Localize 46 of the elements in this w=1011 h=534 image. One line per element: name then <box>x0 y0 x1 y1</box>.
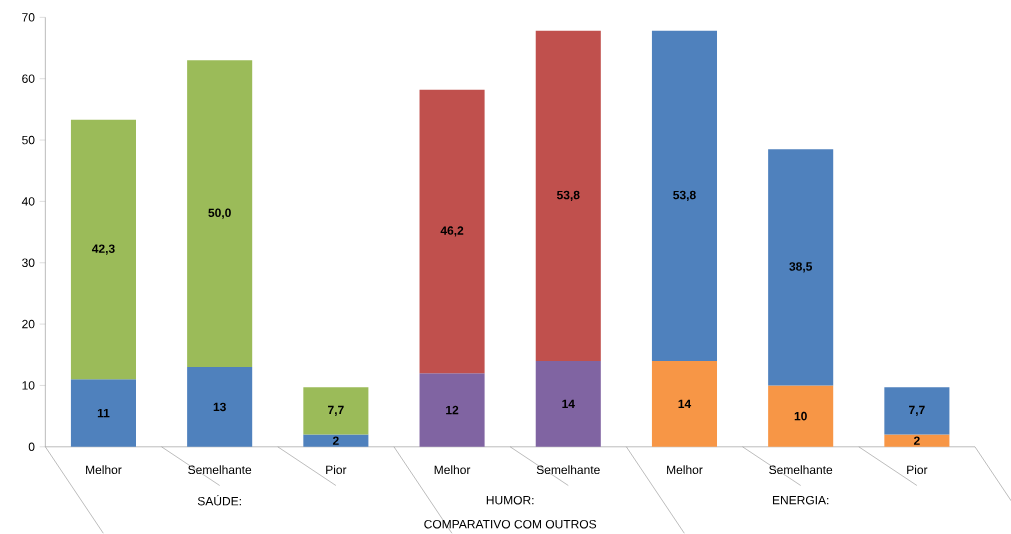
x-tick-label: Melhor <box>434 465 471 475</box>
data-label: 53,8 <box>556 191 580 202</box>
text: SAÚDE: <box>197 495 241 506</box>
bar <box>884 434 950 448</box>
y-tick-label: 10 <box>22 381 35 390</box>
y-tick-label: 40 <box>21 197 35 206</box>
data-label: 50,0 <box>208 208 231 220</box>
bar <box>651 361 718 448</box>
y-tick-label: 30 <box>22 258 35 268</box>
data-label: 53,8 <box>673 191 696 202</box>
x-tick-label: Semelhante <box>188 465 252 475</box>
bar <box>535 31 601 362</box>
x-tick-label: Pior <box>326 465 347 475</box>
x-tick-label: Semelhante <box>769 465 833 475</box>
data-label: 11 <box>97 409 110 418</box>
bar <box>70 120 136 380</box>
data-label: 13 <box>213 402 226 412</box>
bar <box>535 361 601 448</box>
data-label: 14 <box>678 399 692 409</box>
bar <box>187 60 253 368</box>
data-label: 42,3 <box>91 244 115 255</box>
data-label: 46,2 <box>440 226 464 237</box>
data-label: 2 <box>913 436 920 446</box>
data-label: 12 <box>446 406 459 415</box>
y-tick-label: 20 <box>22 320 35 329</box>
bar <box>768 385 834 448</box>
x-tick-label: Melhor <box>86 465 122 475</box>
bar <box>419 373 485 448</box>
data-label: 14 <box>562 399 575 409</box>
data-label: 10 <box>794 412 807 421</box>
bar <box>419 89 485 374</box>
bar <box>303 387 369 435</box>
y-tick-label: 50 <box>22 136 35 145</box>
text: ENERGIA: <box>772 496 829 505</box>
x-tick-label: Pior <box>907 465 928 475</box>
x-tick-label: Semelhante <box>536 465 600 475</box>
y-tick-label: 60 <box>22 74 35 84</box>
x-tick-label: Melhor <box>667 465 703 475</box>
text: HUMOR: <box>486 496 534 505</box>
data-label: 2 <box>332 436 339 446</box>
data-label: 38,5 <box>789 262 813 273</box>
data-label: 7,7 <box>909 406 925 417</box>
data-label: 7,7 <box>328 406 344 417</box>
x-axis-title: COMPARATIVO COM OUTROS <box>424 520 597 529</box>
y-tick-label: 0 <box>28 442 35 452</box>
y-tick-label: 70 <box>22 13 35 22</box>
